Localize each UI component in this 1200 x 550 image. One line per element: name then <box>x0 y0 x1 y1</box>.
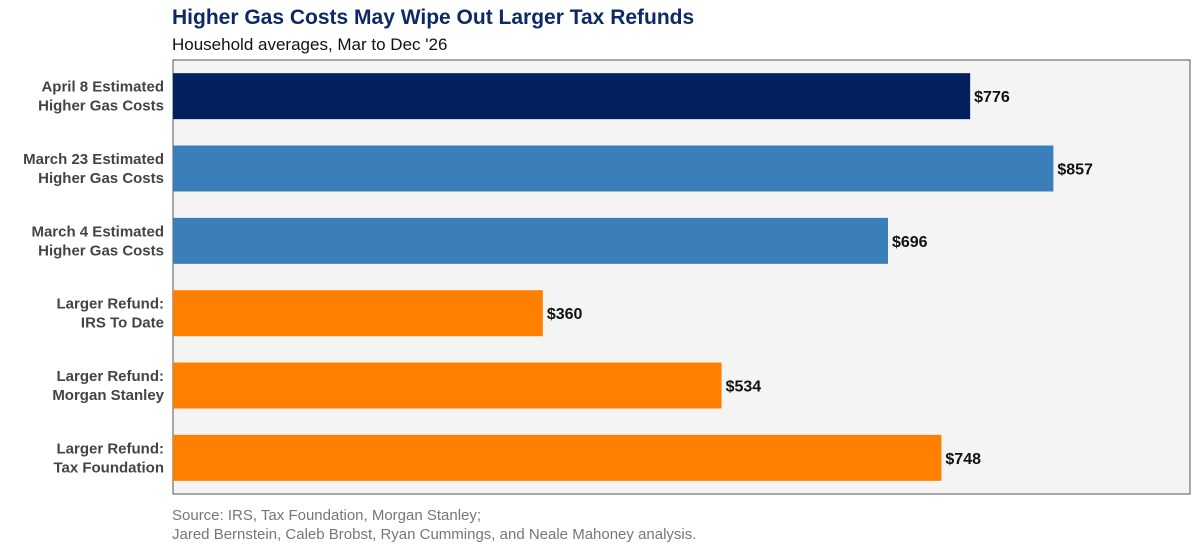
value-label-6: $748 <box>945 451 981 468</box>
category-label-2-line-1: March 23 Estimated <box>23 151 164 168</box>
category-label-3-line-2: Higher Gas Costs <box>38 242 164 259</box>
category-label-4: Larger Refund: IRS To Date <box>56 296 164 332</box>
category-label-5-line-2: Morgan Stanley <box>52 387 164 404</box>
value-label-2: $857 <box>1057 162 1093 179</box>
bar-5 <box>173 362 722 409</box>
value-label-3: $696 <box>892 234 928 251</box>
value-label-4: $360 <box>547 306 583 323</box>
category-label-3-line-1: March 4 Estimated <box>31 223 164 240</box>
category-label-2: March 23 Estimated Higher Gas Costs <box>23 151 164 187</box>
category-label-5-line-1: Larger Refund: <box>56 368 164 385</box>
value-label-1: $776 <box>974 89 1010 106</box>
bar-4 <box>173 290 543 337</box>
chart-subtitle: Household averages, Mar to Dec '26 <box>172 35 448 54</box>
category-label-4-line-1: Larger Refund: <box>56 296 164 313</box>
category-label-6-line-1: Larger Refund: <box>56 440 164 457</box>
category-label-4-line-2: IRS To Date <box>81 315 164 332</box>
source-line-2: Jared Bernstein, Caleb Brobst, Ryan Cumm… <box>172 526 697 543</box>
bar-1 <box>173 73 971 120</box>
category-label-1-line-1: April 8 Estimated <box>41 79 164 96</box>
bar-3 <box>173 217 888 264</box>
bars-group <box>173 73 1054 481</box>
source-note: Source: IRS, Tax Foundation, Morgan Stan… <box>172 506 696 544</box>
value-label-5: $534 <box>726 379 762 396</box>
value-labels-group: $776 $857 $696 $360 $534 $748 <box>547 89 1093 468</box>
category-label-6-line-2: Tax Foundation <box>53 459 164 476</box>
category-label-1-line-2: Higher Gas Costs <box>38 98 164 115</box>
category-label-3: March 4 Estimated Higher Gas Costs <box>31 223 164 259</box>
source-line-1: Source: IRS, Tax Foundation, Morgan Stan… <box>172 507 482 524</box>
category-label-2-line-2: Higher Gas Costs <box>38 170 164 187</box>
category-label-6: Larger Refund: Tax Foundation <box>53 440 164 476</box>
bar-2 <box>173 145 1054 192</box>
plot-panel <box>172 59 1191 495</box>
chart-title: Higher Gas Costs May Wipe Out Larger Tax… <box>172 6 695 29</box>
category-label-5: Larger Refund: Morgan Stanley <box>52 368 164 404</box>
bar-6 <box>173 434 942 481</box>
category-label-1: April 8 Estimated Higher Gas Costs <box>38 79 164 115</box>
